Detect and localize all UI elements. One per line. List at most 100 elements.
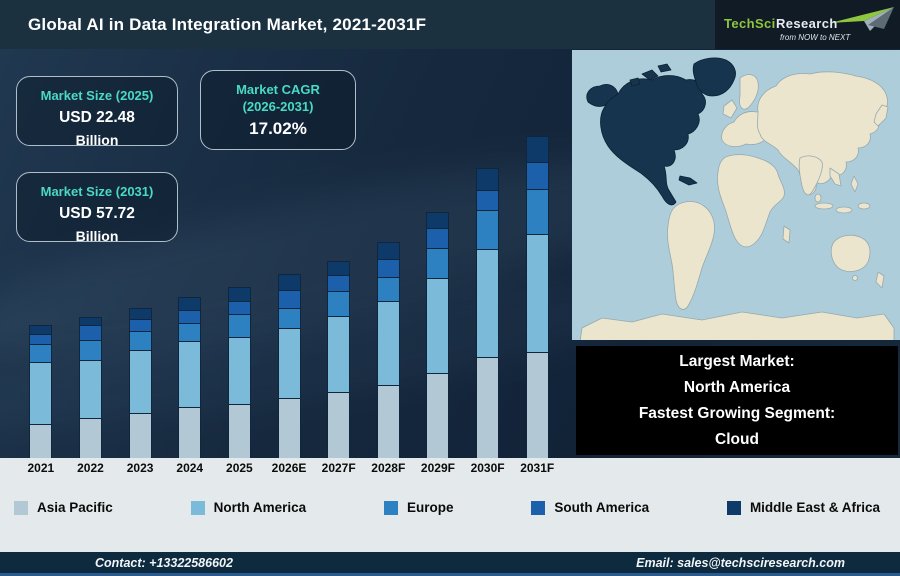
- stat-unit: Billion: [75, 228, 119, 244]
- callout-line: North America: [683, 378, 791, 396]
- bar-segment-europe: [29, 344, 53, 362]
- legend-label: Europe: [406, 500, 454, 515]
- contact-info: Contact: +13322586602: [95, 555, 233, 570]
- legend-item: North America: [190, 500, 307, 515]
- legend-label: Asia Pacific: [37, 500, 113, 515]
- header: Global AI in Data Integration Market, 20…: [0, 0, 900, 49]
- bar-2025: [227, 287, 251, 458]
- bar-2028F: [376, 242, 400, 458]
- legend-item: Middle East & Africa: [726, 500, 880, 515]
- bar-2021: [29, 325, 53, 458]
- bar-segment-south-america: [476, 190, 500, 210]
- bar-segment-south-america: [525, 162, 549, 189]
- bar-segment-europe: [376, 277, 400, 301]
- bar-segment-asia-pacific: [426, 373, 450, 458]
- email-info: Email: sales@techsciresearch.com: [636, 555, 845, 570]
- bar-segment-europe: [277, 308, 301, 328]
- bar-2026E: [277, 274, 301, 458]
- svg-text:Research: Research: [776, 16, 838, 31]
- axis-legend-band: 2021 2022 2023 2024 2025 2026E 2027F 2028F 2029F…: [0, 458, 900, 552]
- bar-segment-europe: [227, 314, 251, 337]
- svg-text:TechSci: TechSci: [724, 16, 776, 31]
- x-axis-label: 2022: [77, 461, 104, 475]
- bar-segment-north-america: [178, 341, 202, 407]
- market-size-2031-box: Market Size (2031) USD 57.72 Billion: [16, 172, 178, 244]
- bars: [0, 49, 570, 458]
- bar-segment-asia-pacific: [128, 413, 152, 458]
- bar-segment-middle-east-africa: [227, 287, 251, 301]
- bar-segment-south-america: [277, 290, 301, 308]
- bar-column: [16, 49, 66, 458]
- bar-segment-north-america: [476, 249, 500, 357]
- x-axis-label: 2030F: [470, 461, 505, 475]
- x-axis-label: 2026E: [271, 461, 307, 475]
- legend-label: North America: [213, 500, 307, 515]
- bar-segment-north-america: [78, 360, 102, 418]
- legend-item: Asia Pacific: [14, 500, 113, 515]
- legend-label: Middle East & Africa: [749, 500, 880, 515]
- bar-column: [363, 49, 413, 458]
- bar-column: [463, 49, 513, 458]
- bar-segment-asia-pacific: [29, 424, 53, 458]
- bar-segment-middle-east-africa: [327, 261, 351, 275]
- bar-2027F: [327, 261, 351, 458]
- stat-value: USD 57.72: [59, 205, 135, 222]
- world-map-icon: [572, 50, 900, 343]
- bar-segment-asia-pacific: [525, 352, 549, 458]
- bar-segment-europe: [327, 291, 351, 316]
- legend-swatch-icon: [383, 500, 398, 515]
- bar-segment-middle-east-africa: [128, 308, 152, 319]
- bar-segment-asia-pacific: [476, 357, 500, 458]
- bar-segment-north-america: [29, 362, 53, 424]
- legend-label: South America: [554, 500, 650, 515]
- stat-label: (2026-2031): [242, 99, 314, 114]
- x-axis-label: 2028F: [371, 461, 406, 475]
- bar-segment-europe: [128, 331, 152, 350]
- bar-segment-asia-pacific: [227, 404, 251, 458]
- bar-2024: [178, 297, 202, 458]
- stat-unit: Billion: [75, 132, 119, 148]
- market-size-2025-box: Market Size (2025) USD 22.48 Billion: [16, 76, 178, 148]
- legend-item: Europe: [383, 500, 454, 515]
- bar-segment-south-america: [78, 325, 102, 340]
- x-axis-label: 2021: [27, 461, 55, 475]
- callout-line: Fastest Growing Segment:: [638, 404, 836, 422]
- x-axis-label: 2024: [176, 461, 204, 475]
- x-axis-label: 2025: [226, 461, 253, 475]
- bar-segment-north-america: [426, 278, 450, 373]
- bar-segment-south-america: [178, 310, 202, 323]
- bar-segment-middle-east-africa: [277, 274, 301, 290]
- bar-segment-middle-east-africa: [78, 317, 102, 325]
- legend: Asia Pacific North America Europe South Ame…: [0, 500, 900, 515]
- bar-segment-middle-east-africa: [426, 212, 450, 228]
- stat-label: Market CAGR: [236, 82, 320, 97]
- bar-column: [314, 49, 364, 458]
- bar-segment-middle-east-africa: [525, 136, 549, 162]
- legend-swatch-icon: [726, 500, 741, 515]
- bar-2031F: [525, 136, 549, 458]
- bar-segment-asia-pacific: [376, 385, 400, 458]
- bar-segment-north-america: [277, 328, 301, 398]
- callout-box: Largest Market: North America Fastest Gr…: [576, 346, 898, 455]
- bar-column: [215, 49, 265, 458]
- bar-segment-europe: [426, 248, 450, 278]
- callout-line: Cloud: [715, 430, 759, 448]
- bar-column: [115, 49, 165, 458]
- bar-column: [413, 49, 463, 458]
- x-axis-label: 2027F: [321, 461, 356, 475]
- bar-2022: [78, 317, 102, 458]
- bar-segment-south-america: [227, 301, 251, 314]
- bar-segment-europe: [525, 189, 549, 234]
- bar-column: [264, 49, 314, 458]
- legend-swatch-icon: [14, 500, 28, 515]
- bar-segment-asia-pacific: [277, 398, 301, 458]
- stat-value: 17.02%: [249, 119, 307, 138]
- logo-tagline: from NOW to NEXT: [780, 33, 851, 42]
- bar-column: [165, 49, 215, 458]
- market-cagr-box: Market CAGR (2026-2031) 17.02%: [200, 70, 356, 150]
- legend-swatch-icon: [190, 500, 205, 515]
- legend-item: South America: [531, 500, 649, 515]
- bar-segment-asia-pacific: [327, 392, 351, 458]
- callout-line: Largest Market:: [679, 352, 795, 370]
